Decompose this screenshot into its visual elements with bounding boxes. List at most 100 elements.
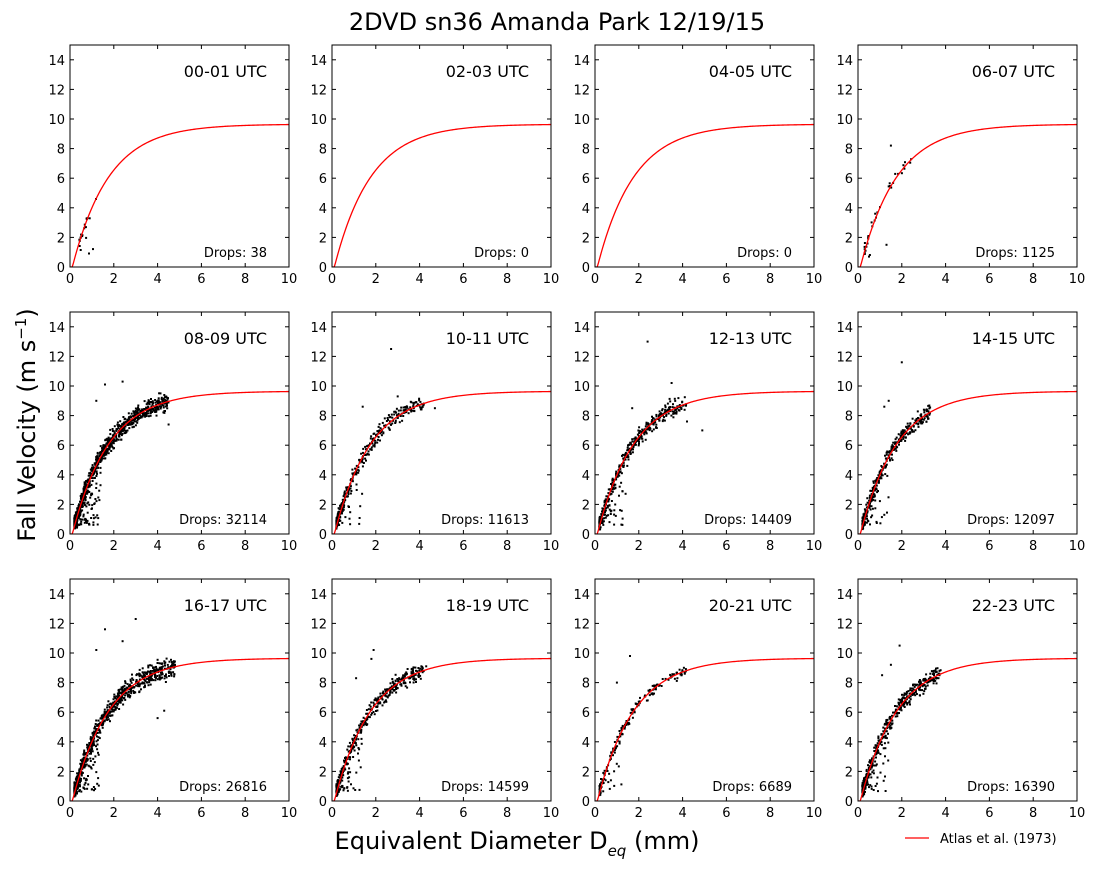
drop-point xyxy=(73,515,76,518)
drop-point xyxy=(906,703,909,706)
drop-point xyxy=(100,715,103,718)
drop-point xyxy=(105,716,108,719)
drop-point xyxy=(347,489,350,492)
drop-point xyxy=(124,698,127,701)
outlier-point xyxy=(134,618,137,620)
outlier-point xyxy=(167,423,170,426)
drop-point xyxy=(337,788,340,790)
drop-point xyxy=(132,415,135,417)
axes-frame xyxy=(594,44,815,268)
y-tick-label: 2 xyxy=(319,765,327,780)
drop-point xyxy=(374,698,377,701)
drop-point xyxy=(355,471,358,474)
drop-point xyxy=(162,404,165,407)
drop-point xyxy=(402,682,405,685)
drop-point xyxy=(419,674,422,677)
drop-point xyxy=(395,691,398,694)
drop-point xyxy=(133,420,136,423)
drop-point xyxy=(92,757,95,760)
drop-point xyxy=(80,504,83,507)
drop-point xyxy=(909,687,912,690)
y-tick-label: 10 xyxy=(573,380,590,395)
drop-point xyxy=(96,743,99,746)
drop-point xyxy=(871,489,874,492)
drop-point xyxy=(141,415,144,418)
drop-point xyxy=(360,742,363,745)
drop-point xyxy=(95,455,98,458)
drop-point xyxy=(113,709,116,711)
outlier-point xyxy=(701,429,704,432)
drop-point xyxy=(623,454,626,457)
drop-point xyxy=(170,658,172,661)
x-tick-label: 10 xyxy=(1069,539,1086,554)
y-tick-label: 0 xyxy=(845,528,853,543)
drop-point xyxy=(612,747,615,750)
drop-point xyxy=(156,678,159,681)
drop-point xyxy=(129,685,132,687)
drop-point xyxy=(648,694,651,697)
drop-point xyxy=(362,716,365,719)
drop-point xyxy=(668,397,671,400)
drop-point xyxy=(122,416,125,418)
drop-point xyxy=(904,697,907,700)
drop-point xyxy=(93,730,96,733)
drop-point xyxy=(138,673,141,676)
drop-point xyxy=(97,753,100,756)
drop-point xyxy=(862,523,865,526)
drop-point xyxy=(136,673,138,676)
drop-point xyxy=(887,185,890,188)
drop-point xyxy=(917,425,920,428)
drop-point xyxy=(120,434,123,437)
drop-point xyxy=(401,419,404,422)
drop-point xyxy=(350,783,352,786)
drop-point xyxy=(100,717,103,720)
drop-point xyxy=(136,421,139,424)
drop-point xyxy=(77,517,80,520)
drop-point xyxy=(598,515,601,518)
drop-point xyxy=(638,442,640,445)
drop-point xyxy=(629,453,632,455)
drop-point xyxy=(643,433,646,436)
reference-curve xyxy=(332,657,551,801)
drop-point xyxy=(618,485,621,488)
drop-point xyxy=(399,683,402,686)
outlier-point xyxy=(900,361,903,364)
drop-point xyxy=(148,400,150,403)
drop-point xyxy=(391,422,394,425)
drop-point xyxy=(387,414,390,417)
drop-point xyxy=(905,693,908,696)
drop-point xyxy=(666,402,669,405)
y-tick-label: 12 xyxy=(310,83,327,98)
drop-point xyxy=(338,773,341,776)
drop-point xyxy=(866,519,869,522)
drop-point xyxy=(358,517,361,519)
drop-point xyxy=(96,472,98,475)
drop-point xyxy=(168,660,171,663)
x-tick-label: 2 xyxy=(372,272,380,287)
drop-point xyxy=(668,406,670,409)
drop-point xyxy=(108,703,111,706)
drop-point xyxy=(876,742,879,745)
drop-point xyxy=(339,505,342,508)
drop-point xyxy=(655,426,657,429)
drop-point xyxy=(94,727,97,730)
drop-point xyxy=(639,696,641,699)
drop-point xyxy=(367,708,370,711)
drop-point xyxy=(74,513,77,516)
drop-point xyxy=(143,686,146,689)
x-tick-label: 10 xyxy=(543,272,560,287)
drop-point xyxy=(661,420,664,423)
drop-point xyxy=(873,750,876,752)
drop-point xyxy=(610,751,613,754)
drop-point xyxy=(415,681,417,683)
drop-point xyxy=(413,409,416,412)
drop-point xyxy=(92,514,95,517)
drop-point xyxy=(76,508,79,511)
drop-point xyxy=(374,697,377,700)
drop-point xyxy=(861,785,864,788)
drop-point xyxy=(99,451,102,454)
drop-point xyxy=(888,726,891,728)
drop-point xyxy=(116,428,118,431)
drop-point xyxy=(377,438,379,441)
drop-point xyxy=(116,704,119,707)
